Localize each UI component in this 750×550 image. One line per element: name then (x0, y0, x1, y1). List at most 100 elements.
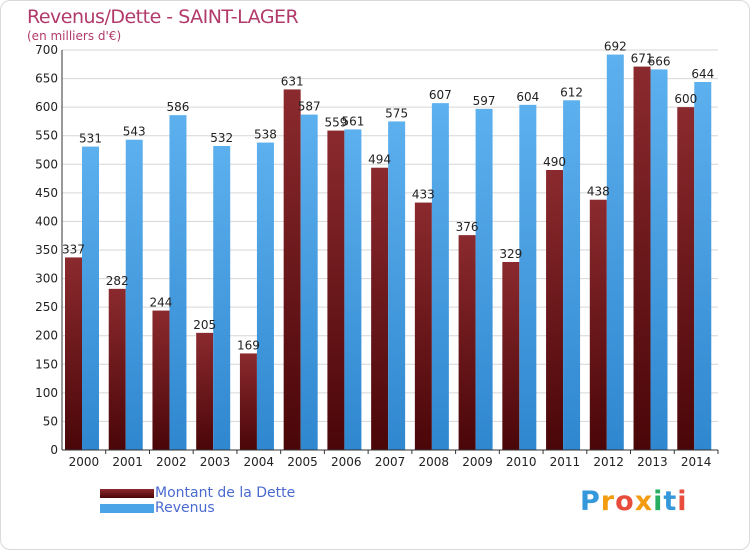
bar-debt-2009 (458, 235, 476, 450)
x-tick-label: 2004 (244, 455, 275, 469)
bar-revenus-2014 (694, 82, 712, 450)
data-label-revenus-2003: 532 (210, 131, 233, 145)
bar-revenus-2010 (519, 104, 537, 450)
bar-debt-2006 (327, 130, 345, 451)
data-label-revenus-2004: 538 (254, 128, 277, 142)
bar-debt-2000 (65, 257, 82, 450)
data-label-revenus-2012: 692 (604, 40, 627, 54)
y-tick-label: 100 (35, 386, 58, 400)
y-tick-label: 150 (35, 357, 58, 371)
x-tick-label: 2011 (550, 455, 581, 469)
bar-revenus-2008 (431, 103, 449, 451)
x-tick-label: 2002 (156, 455, 187, 469)
bar-revenus-2006 (344, 129, 362, 450)
chart-subtitle: (en milliers d'€) (27, 29, 122, 43)
bar-revenus-2012 (606, 54, 624, 450)
y-tick-label: 200 (35, 329, 58, 343)
data-label-revenus-2014: 644 (691, 67, 714, 81)
data-label-debt-2005: 631 (281, 74, 304, 88)
data-label-debt-2002: 244 (150, 296, 173, 310)
data-label-debt-2011: 490 (543, 155, 566, 169)
y-tick-label: 650 (35, 72, 58, 86)
y-tick-label: 550 (35, 129, 58, 143)
data-label-revenus-2013: 666 (648, 54, 671, 68)
legend-swatch-debt (100, 489, 154, 498)
y-tick-label: 50 (43, 414, 58, 428)
y-tick-label: 450 (35, 186, 58, 200)
x-tick-label: 2001 (112, 455, 143, 469)
bar-revenus-2002 (169, 115, 187, 451)
bar-revenus-2001 (125, 139, 143, 450)
data-label-revenus-2005: 587 (298, 100, 321, 114)
x-tick-label: 2008 (418, 455, 449, 469)
data-label-debt-2001: 282 (106, 274, 129, 288)
legend-label-debt: Montant de la Dette (155, 485, 296, 501)
x-tick-label: 2009 (462, 455, 493, 469)
bar-debt-2010 (502, 262, 520, 450)
data-label-debt-2014: 600 (674, 92, 697, 106)
x-tick-label: 2012 (593, 455, 624, 469)
bar-debt-2012 (589, 199, 607, 450)
legend-label-revenus: Revenus (155, 500, 215, 516)
chart-title: Revenus/Dette - SAINT-LAGER (27, 6, 299, 28)
x-tick-label: 2006 (331, 455, 362, 469)
bar-revenus-2011 (563, 100, 581, 451)
data-label-debt-2013: 671 (631, 52, 654, 66)
y-tick-label: 0 (50, 443, 58, 457)
bars (65, 54, 712, 451)
x-tick-label: 2007 (375, 455, 406, 469)
data-label-debt-2012: 438 (587, 185, 610, 199)
bar-revenus-2004 (256, 142, 274, 451)
legend-swatch-revenus (100, 504, 154, 513)
bar-debt-2005 (283, 89, 301, 450)
x-tick-label: 2013 (637, 455, 668, 469)
bar-revenus-2000 (82, 146, 99, 451)
data-label-debt-2000: 337 (62, 242, 85, 256)
bar-revenus-2013 (650, 69, 668, 450)
data-label-revenus-2001: 543 (123, 125, 146, 139)
data-label-revenus-2011: 612 (560, 85, 583, 99)
data-label-revenus-2006: 561 (341, 114, 364, 128)
data-label-revenus-2010: 604 (516, 90, 539, 104)
data-label-debt-2007: 494 (368, 153, 391, 167)
data-label-debt-2008: 433 (412, 188, 435, 202)
data-label-revenus-2002: 586 (167, 100, 190, 114)
x-tick-label: 2010 (506, 455, 537, 469)
data-label-debt-2003: 205 (193, 318, 216, 332)
proxiti-logo: Proxiti (580, 486, 688, 517)
bar-debt-2011 (546, 170, 564, 450)
data-label-debt-2004: 169 (237, 338, 260, 352)
bar-revenus-2003 (213, 146, 231, 450)
data-label-debt-2009: 376 (456, 220, 479, 234)
y-tick-label: 500 (35, 157, 58, 171)
data-label-revenus-2000: 531 (79, 132, 102, 146)
data-label-revenus-2007: 575 (385, 106, 408, 120)
bar-revenus-2005 (300, 114, 318, 451)
y-tick-label: 250 (35, 300, 58, 314)
axes: 0 50 100 150 200 250 300 350 400 450 500 550 600 650 7… (35, 43, 719, 469)
x-tick-label: 2000 (69, 455, 100, 469)
x-tick-label: 2005 (287, 455, 318, 469)
y-tick-label: 400 (35, 214, 58, 228)
data-label-debt-2006: 559 (324, 116, 347, 130)
bar-debt-2004 (239, 353, 257, 450)
y-tick-label: 700 (35, 43, 58, 57)
bar-debt-2001 (108, 288, 126, 450)
bar-debt-2008 (414, 202, 432, 450)
x-tick-label: 2003 (200, 455, 231, 469)
bar-debt-2003 (196, 332, 214, 450)
data-label-revenus-2008: 607 (429, 88, 452, 102)
data-label-revenus-2009: 597 (473, 94, 496, 108)
bar-debt-2014 (677, 107, 695, 451)
bar-debt-2013 (633, 66, 651, 451)
y-tick-label: 600 (35, 100, 58, 114)
y-tick-label: 350 (35, 243, 58, 257)
bar-revenus-2007 (388, 121, 406, 450)
y-tick-label: 300 (35, 272, 58, 286)
bar-debt-2002 (152, 310, 170, 450)
data-labels: 3375312825432445862055321695386315875595… (62, 40, 714, 353)
bar-debt-2007 (371, 167, 389, 450)
bar-revenus-2009 (475, 108, 493, 450)
x-tick-label: 2014 (681, 455, 712, 469)
